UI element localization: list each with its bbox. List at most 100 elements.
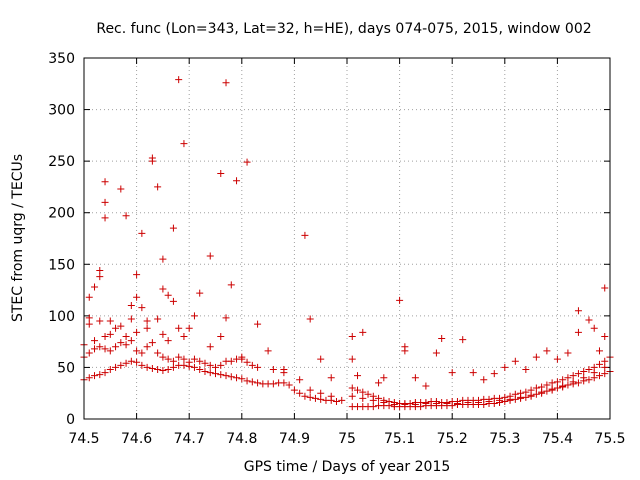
data-point <box>553 355 561 363</box>
data-point <box>254 363 262 371</box>
data-point <box>248 361 256 369</box>
data-point <box>469 369 477 377</box>
data-point <box>101 369 109 377</box>
grid-lines <box>84 58 610 419</box>
data-point <box>280 379 288 387</box>
data-point <box>406 400 414 408</box>
data-point <box>296 376 304 384</box>
data-point <box>133 271 141 279</box>
data-point <box>511 390 519 398</box>
data-point <box>169 224 177 232</box>
data-point <box>148 339 156 347</box>
data-point <box>306 386 314 394</box>
data-point <box>553 378 561 386</box>
data-point <box>595 372 603 380</box>
data-point <box>190 363 198 371</box>
data-point <box>385 397 393 405</box>
data-point <box>548 379 556 387</box>
data-point <box>91 345 99 353</box>
data-point <box>227 373 235 381</box>
data-point <box>101 345 109 353</box>
data-point <box>222 372 230 380</box>
data-point <box>196 365 204 373</box>
data-point <box>133 358 141 366</box>
data-point <box>354 386 362 394</box>
data-point <box>301 231 309 239</box>
x-tick-label: 75.4 <box>542 431 573 447</box>
data-point <box>380 374 388 382</box>
y-tick-label: 350 <box>48 51 75 67</box>
data-point <box>133 328 141 336</box>
data-point <box>217 170 225 178</box>
data-point <box>175 76 183 84</box>
data-point <box>112 363 120 371</box>
data-point <box>601 363 609 371</box>
data-point <box>264 347 272 355</box>
y-tick-labels: 0 50 100 150 200 250 300 350 <box>48 51 75 428</box>
data-point <box>127 357 135 365</box>
data-point <box>496 396 504 404</box>
data-point <box>359 394 367 402</box>
data-point <box>375 379 383 387</box>
data-point <box>91 372 99 380</box>
data-point <box>196 289 204 297</box>
data-point <box>359 328 367 336</box>
data-point <box>222 79 230 87</box>
x-tick-label: 75 <box>338 431 356 447</box>
data-point <box>574 379 582 387</box>
data-point <box>117 322 125 330</box>
data-point <box>159 367 167 375</box>
data-point <box>112 343 120 351</box>
data-point <box>91 337 99 345</box>
x-axis-label: GPS time / Days of year 2015 <box>244 459 451 475</box>
x-tick-label: 74.5 <box>68 431 99 447</box>
data-point <box>143 317 151 325</box>
data-point <box>133 293 141 301</box>
data-point <box>411 374 419 382</box>
data-point <box>164 365 172 373</box>
data-point <box>169 297 177 305</box>
x-tick-label: 74.8 <box>226 431 257 447</box>
data-point <box>553 384 561 392</box>
data-point <box>569 378 577 386</box>
data-point <box>511 357 519 365</box>
data-point <box>112 324 120 332</box>
data-point <box>453 400 461 408</box>
data-point <box>401 401 409 409</box>
data-point <box>559 382 567 390</box>
data-point <box>233 177 241 185</box>
data-point <box>101 198 109 206</box>
data-point <box>306 393 314 401</box>
data-point <box>243 377 251 385</box>
data-point <box>601 332 609 340</box>
data-point <box>348 355 356 363</box>
data-point <box>138 304 146 312</box>
data-point <box>201 359 209 367</box>
data-point <box>306 315 314 323</box>
data-point <box>590 369 598 377</box>
data-point <box>127 315 135 323</box>
data-point <box>206 369 214 377</box>
data-point <box>438 335 446 343</box>
data-point <box>148 364 156 372</box>
y-tick-label: 0 <box>66 412 75 428</box>
data-point <box>595 360 603 368</box>
data-point <box>569 372 577 380</box>
data-point <box>248 378 256 386</box>
data-point <box>180 361 188 369</box>
data-point <box>154 315 162 323</box>
data-point <box>574 370 582 378</box>
x-tick-label: 74.9 <box>279 431 310 447</box>
data-point <box>212 370 219 378</box>
data-point <box>154 349 162 357</box>
data-point <box>574 328 582 336</box>
data-point <box>601 357 609 365</box>
data-point <box>532 390 540 398</box>
data-point <box>206 343 214 351</box>
data-point <box>317 389 325 397</box>
y-tick-label: 200 <box>48 206 75 222</box>
data-point <box>432 349 440 357</box>
data-point <box>338 396 346 404</box>
